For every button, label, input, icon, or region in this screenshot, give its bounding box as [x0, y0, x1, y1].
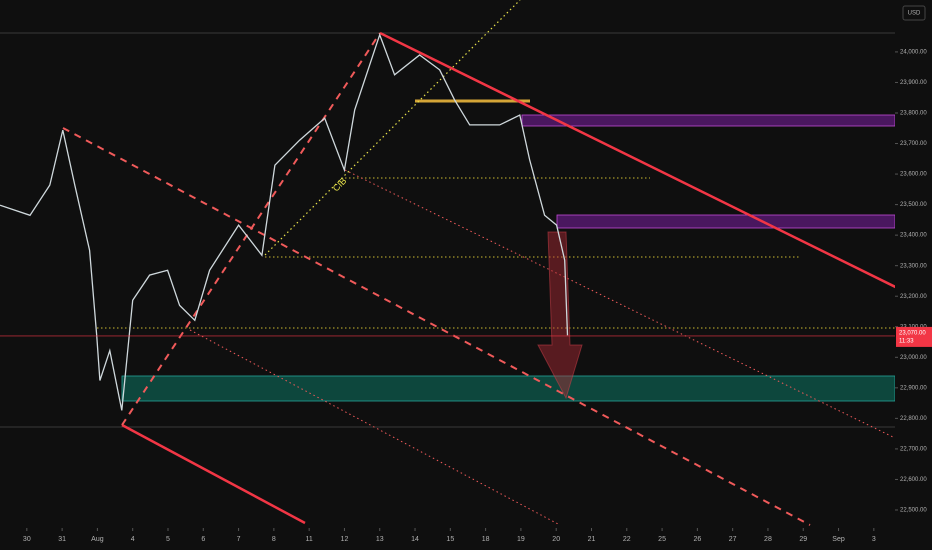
y-tick-label: 23,700.00 — [900, 141, 927, 147]
x-tick-label: 29 — [799, 536, 807, 543]
x-tick-label: 11 — [306, 536, 313, 543]
demand-zone — [121, 375, 896, 402]
y-tick-label: 23,800.00 — [900, 111, 927, 117]
x-tick-label: Sep — [832, 536, 845, 543]
trendline — [379, 31, 932, 307]
x-tick-label: 25 — [658, 536, 666, 543]
countdown: 11:33 — [899, 338, 914, 344]
x-tick-label: 7 — [237, 536, 241, 543]
y-tick-label: 23,900.00 — [900, 80, 927, 86]
y-tick-label: 22,800.00 — [900, 416, 927, 422]
supply-zone — [556, 214, 896, 229]
y-tick-label: 23,400.00 — [900, 233, 927, 239]
trendline — [121, 32, 381, 426]
x-tick-label: 18 — [482, 536, 490, 543]
x-tick-label: 30 — [23, 536, 31, 543]
currency: USD — [908, 11, 921, 17]
trendline — [121, 423, 306, 525]
x-tick-label: 28 — [764, 536, 772, 543]
y-tick-label: 23,300.00 — [900, 263, 927, 269]
price-axis — [895, 0, 932, 550]
x-tick-label: 5 — [166, 536, 170, 543]
x-tick-label: 3 — [872, 536, 876, 543]
y-tick-label: 24,000.00 — [900, 49, 927, 55]
x-tick-label: Aug — [91, 536, 104, 543]
last-price-label: 23,070.00 — [899, 330, 926, 336]
x-tick-label: 14 — [411, 536, 419, 543]
x-tick-label: 31 — [58, 536, 66, 543]
x-tick-label: 21 — [588, 536, 596, 543]
x-tick-label: 13 — [376, 536, 384, 543]
x-tick-label: 12 — [341, 536, 349, 543]
projection-arrow — [537, 231, 583, 400]
x-tick-label: 26 — [693, 536, 701, 543]
y-tick-label: 22,600.00 — [900, 477, 927, 483]
trendline — [344, 169, 896, 439]
x-tick-label: 4 — [131, 536, 135, 543]
x-tick-label: 8 — [272, 536, 276, 543]
y-tick-label: 23,200.00 — [900, 294, 927, 300]
x-tick-label: 19 — [517, 536, 525, 543]
y-tick-label: 22,500.00 — [900, 508, 927, 514]
supply-zone — [521, 114, 896, 127]
trendline — [264, 0, 521, 256]
x-tick-label: 22 — [623, 536, 631, 543]
y-tick-label: 23,000.00 — [900, 355, 927, 361]
y-tick-label: 23,500.00 — [900, 202, 927, 208]
x-tick-label: 15 — [446, 536, 454, 543]
price-line — [0, 32, 569, 411]
last-price-box — [896, 326, 932, 347]
y-tick-label: 22,900.00 — [900, 385, 927, 391]
y-tick-label: 23,600.00 — [900, 172, 927, 178]
x-tick-label: 20 — [552, 536, 560, 543]
x-tick-label: 27 — [729, 536, 737, 543]
trendline — [62, 127, 811, 526]
currency-box — [902, 5, 926, 21]
y-tick-label: 22,700.00 — [900, 446, 927, 452]
x-tick-label: 6 — [201, 536, 205, 543]
